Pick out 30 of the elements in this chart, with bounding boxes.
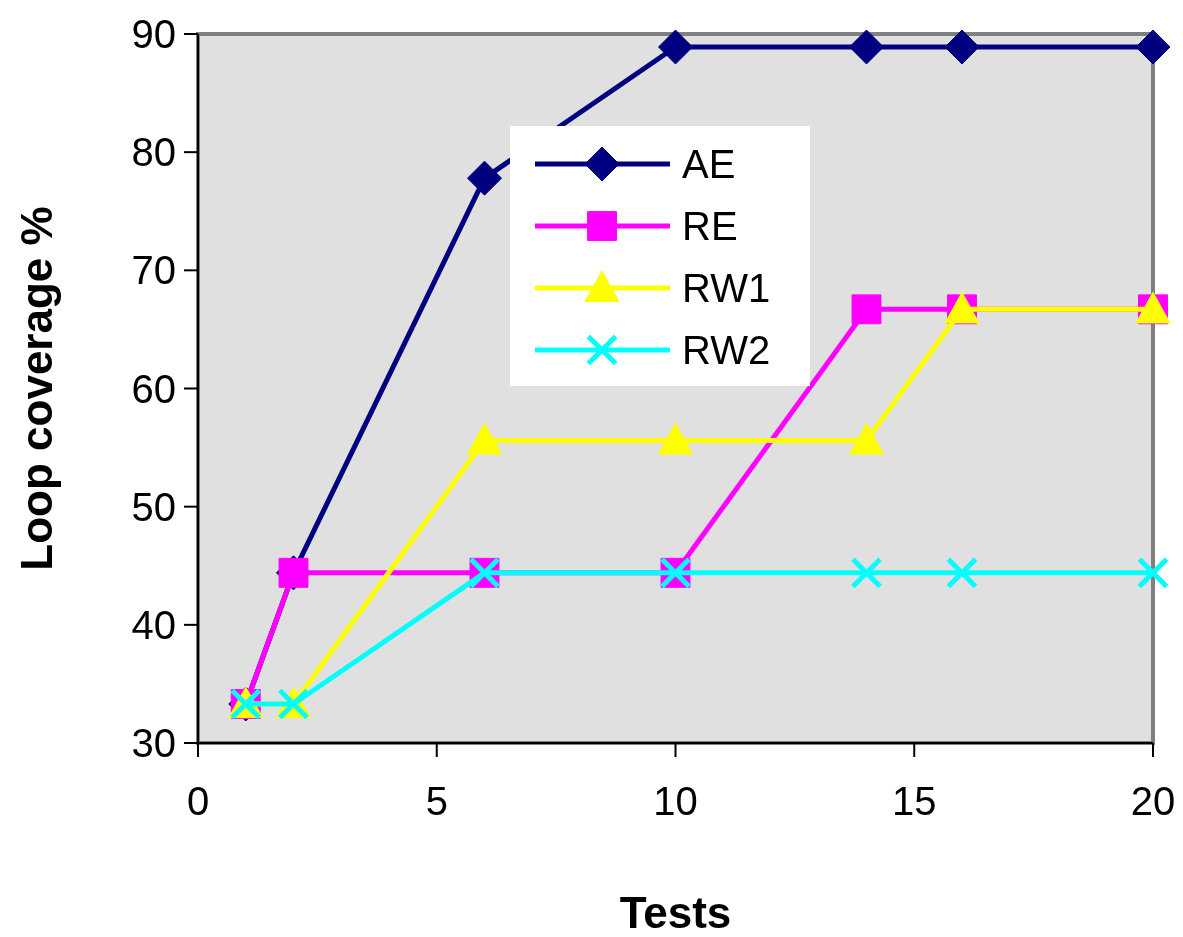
y-tick-label: 40 (131, 602, 176, 647)
legend-label: AE (682, 142, 736, 186)
point (851, 294, 882, 325)
point (850, 556, 883, 589)
point (1136, 556, 1170, 589)
point (944, 29, 980, 65)
point (945, 556, 979, 589)
point (1135, 29, 1171, 65)
x-tick-label: 15 (892, 779, 937, 823)
y-tick-label: 30 (131, 721, 176, 765)
point (849, 422, 884, 455)
y-tick-label: 50 (131, 484, 176, 529)
y-tick-label: 90 (131, 12, 176, 56)
point (658, 29, 693, 65)
point (849, 29, 884, 65)
y-tick-label: 80 (131, 130, 176, 175)
x-axis-title: Tests (619, 888, 732, 937)
point (467, 160, 502, 196)
legend-label: RE (682, 204, 738, 248)
x-tick-label: 10 (653, 779, 698, 823)
point (467, 422, 502, 455)
y-axis-title: Loop coverage % (12, 206, 61, 571)
x-tick-label: 5 (425, 779, 448, 823)
x-tick-label: 20 (1130, 779, 1176, 823)
x-tick-label: 0 (186, 779, 210, 823)
legend-label: RW1 (682, 266, 771, 310)
y-tick-label: 70 (131, 248, 176, 293)
y-tick-label: 60 (131, 366, 176, 411)
legend-label: RW2 (682, 328, 771, 372)
point (658, 422, 693, 455)
